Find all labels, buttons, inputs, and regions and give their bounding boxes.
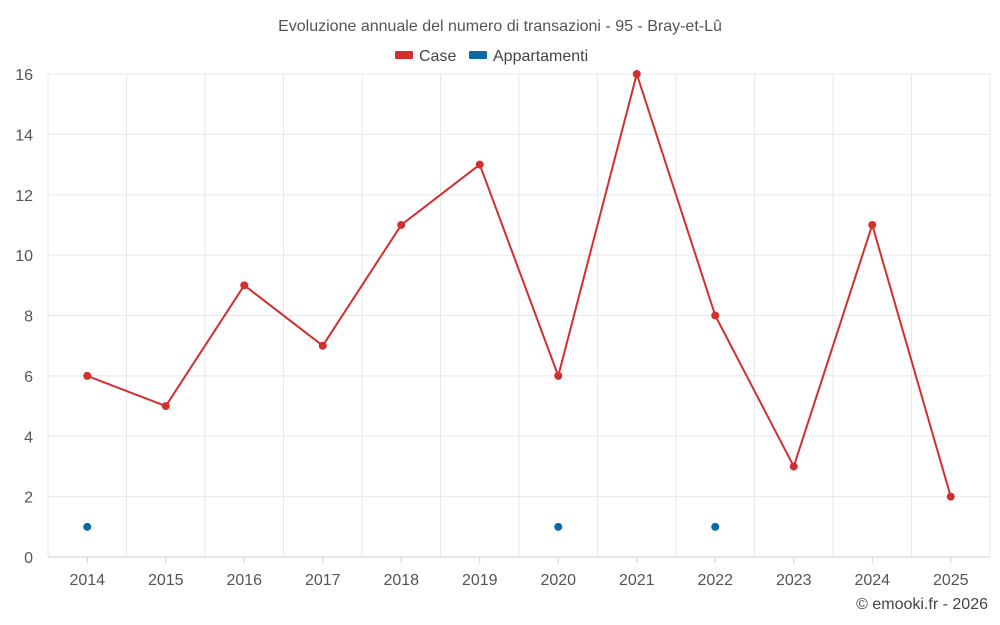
x-tick-label: 2017 [305, 572, 341, 589]
y-tick-label: 16 [15, 67, 33, 84]
x-tick-label: 2020 [540, 572, 576, 589]
x-tick-label: 2025 [933, 572, 969, 589]
y-tick-label: 4 [24, 429, 33, 446]
data-point-case [318, 341, 327, 350]
data-point-case [868, 220, 877, 229]
legend-swatch-case [395, 51, 413, 59]
y-tick-label: 14 [15, 127, 33, 144]
legend-label-appartamenti: Appartamenti [493, 48, 588, 65]
data-point-case [789, 462, 798, 471]
series-line-case [86, 73, 952, 497]
series-appartamenti [83, 522, 720, 531]
legend-item-case[interactable]: Case [395, 48, 456, 65]
y-tick-label: 0 [24, 550, 33, 567]
data-point-case [632, 70, 641, 78]
legend-swatch-appartamenti [469, 51, 487, 59]
x-tick-label: 2023 [776, 572, 812, 589]
data-point-appartamenti [711, 522, 720, 531]
data-point-case [554, 371, 563, 380]
legend: Case Appartamenti [395, 48, 588, 65]
x-tick-label: 2018 [383, 572, 419, 589]
series [83, 70, 955, 531]
legend-label-case: Case [419, 48, 456, 65]
x-tick-label: 2024 [854, 572, 890, 589]
x-tick-label: 2015 [148, 572, 184, 589]
x-axis-ticks: 2014 2015 2016 2017 2018 2019 2020 2021 2022 2023… [69, 572, 968, 589]
data-point-appartamenti [83, 522, 92, 531]
grid [47, 73, 991, 557]
x-tick-label: 2016 [226, 572, 262, 589]
data-point-case [475, 160, 484, 169]
axes [48, 556, 990, 563]
y-tick-label: 12 [15, 188, 33, 205]
data-point-case [83, 371, 92, 380]
y-tick-label: 2 [24, 490, 33, 507]
data-point-case [711, 311, 720, 320]
credit-text: © emooki.fr - 2026 [856, 596, 988, 613]
data-point-case [161, 402, 170, 411]
legend-item-appartamenti[interactable]: Appartamenti [469, 48, 588, 65]
x-tick-label: 2019 [462, 572, 498, 589]
y-tick-label: 10 [15, 248, 33, 265]
x-tick-label: 2021 [619, 572, 655, 589]
x-tick-label: 2022 [697, 572, 733, 589]
data-point-case [240, 281, 249, 290]
series-case [83, 70, 955, 501]
y-tick-label: 8 [24, 309, 33, 326]
chart-title: Evoluzione annuale del numero di transaz… [278, 18, 722, 35]
data-point-case [946, 492, 955, 501]
data-point-appartamenti [554, 522, 563, 531]
y-tick-label: 6 [24, 369, 33, 386]
data-point-case [397, 220, 406, 229]
y-axis-ticks: 0 2 4 6 8 10 12 14 16 [15, 67, 33, 567]
x-tick-label: 2014 [69, 572, 105, 589]
